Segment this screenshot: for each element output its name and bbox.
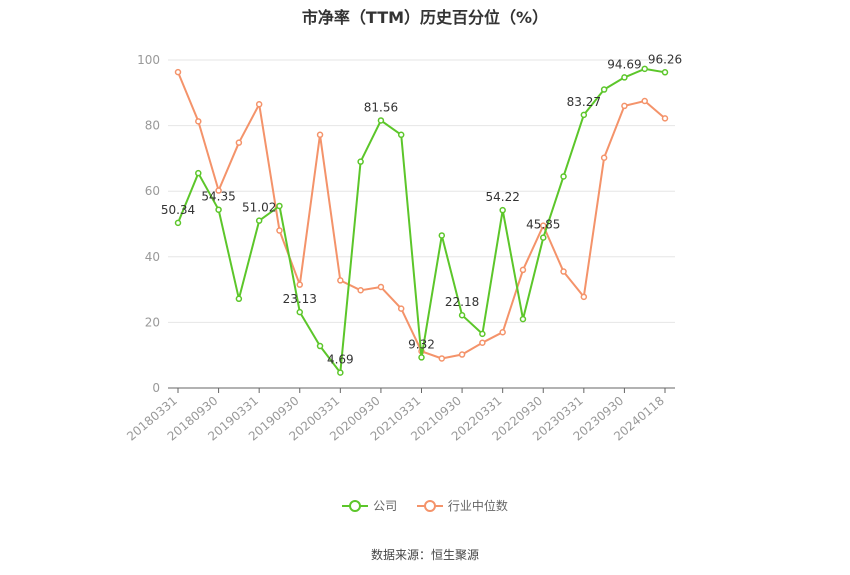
data-point-industry <box>519 266 527 274</box>
data-label: 94.69 <box>607 57 641 71</box>
data-point-company <box>296 308 303 316</box>
axes: 0204060801002018033120180930201903312019… <box>124 53 675 444</box>
data-point-industry <box>560 268 567 275</box>
data-label: 54.35 <box>201 190 235 204</box>
data-point-company <box>174 219 182 227</box>
legend-swatch-industry <box>416 499 443 512</box>
data-point-industry <box>377 283 385 291</box>
legend-label-company: 公司 <box>373 499 398 513</box>
y-tick-label: 40 <box>145 250 160 264</box>
data-point-company <box>661 69 669 76</box>
data-point-company <box>215 206 222 213</box>
data-point-industry <box>458 351 466 358</box>
data-point-company <box>418 354 425 361</box>
data-point-company <box>195 169 202 177</box>
data-point-company <box>255 217 263 224</box>
data-label: 96.26 <box>648 52 682 66</box>
data-label: 22.18 <box>445 295 479 309</box>
data-label: 54.22 <box>485 190 519 204</box>
data-point-company <box>499 206 506 214</box>
data-point-industry <box>337 277 344 284</box>
data-point-company <box>397 131 405 139</box>
data-point-industry <box>661 115 669 122</box>
data-point-company <box>438 232 446 239</box>
data-point-industry <box>600 154 608 161</box>
data-label: 81.56 <box>364 100 398 114</box>
y-tick-label: 0 <box>152 381 160 395</box>
data-point-company <box>479 330 486 338</box>
legend: 公司 行业中位数 <box>0 497 850 515</box>
data-label: 9.32 <box>408 337 435 351</box>
data-point-industry <box>479 339 486 346</box>
y-tick-label: 60 <box>145 184 160 198</box>
data-point-industry <box>621 102 628 110</box>
series-lines <box>174 65 669 376</box>
data-label: 23.13 <box>283 292 317 306</box>
data-point-company <box>519 315 527 323</box>
legend-item-industry[interactable]: 行业中位数 <box>416 497 508 514</box>
data-point-industry <box>499 328 506 336</box>
data-point-company <box>276 202 283 210</box>
data-point-industry <box>215 187 222 194</box>
source-note: 数据来源：恒生聚源 <box>370 548 479 562</box>
data-point-industry <box>580 293 588 301</box>
data-point-company <box>580 111 588 119</box>
data-point-industry <box>438 355 446 362</box>
data-point-industry <box>276 227 283 234</box>
data-point-industry <box>641 97 648 105</box>
data-point-company <box>600 86 608 93</box>
data-point-company <box>377 117 385 124</box>
series-line-company <box>177 67 666 374</box>
data-point-industry <box>357 287 364 294</box>
data-point-company <box>540 234 547 241</box>
data-point-industry <box>174 68 182 76</box>
grid-lines <box>168 59 675 323</box>
data-point-company <box>641 65 648 73</box>
data-label: 51.02 <box>242 201 276 215</box>
legend-item-company[interactable]: 公司 <box>342 497 397 514</box>
y-tick-label: 20 <box>145 315 160 329</box>
data-point-industry <box>235 139 243 146</box>
data-point-industry <box>540 222 547 229</box>
data-labels: 50.34 54.35 51.02 23.13 4.69 81.56 9.32 22.18 54… <box>161 52 682 366</box>
legend-swatch-company <box>342 499 369 512</box>
data-point-industry <box>316 131 324 139</box>
data-point-company <box>316 342 324 350</box>
data-point-company <box>337 369 344 376</box>
legend-label-industry: 行业中位数 <box>447 499 508 513</box>
data-point-company <box>357 158 364 165</box>
data-point-industry <box>195 118 202 125</box>
data-point-company <box>560 173 567 180</box>
data-label: 83.27 <box>567 95 601 109</box>
y-tick-label: 80 <box>145 119 160 133</box>
data-point-industry <box>296 281 303 288</box>
data-label: 45.85 <box>526 218 560 232</box>
data-point-industry <box>397 305 405 312</box>
series-line-industry <box>177 71 666 360</box>
data-point-company <box>235 295 243 303</box>
chart-title: 市净率（TTM）历史百分位（%） <box>301 8 549 27</box>
data-point-industry <box>255 101 263 108</box>
data-label: 4.69 <box>327 353 354 367</box>
data-point-company <box>458 311 466 319</box>
data-label: 50.34 <box>161 203 195 217</box>
y-tick-label: 100 <box>137 53 160 67</box>
data-point-company <box>621 74 628 81</box>
